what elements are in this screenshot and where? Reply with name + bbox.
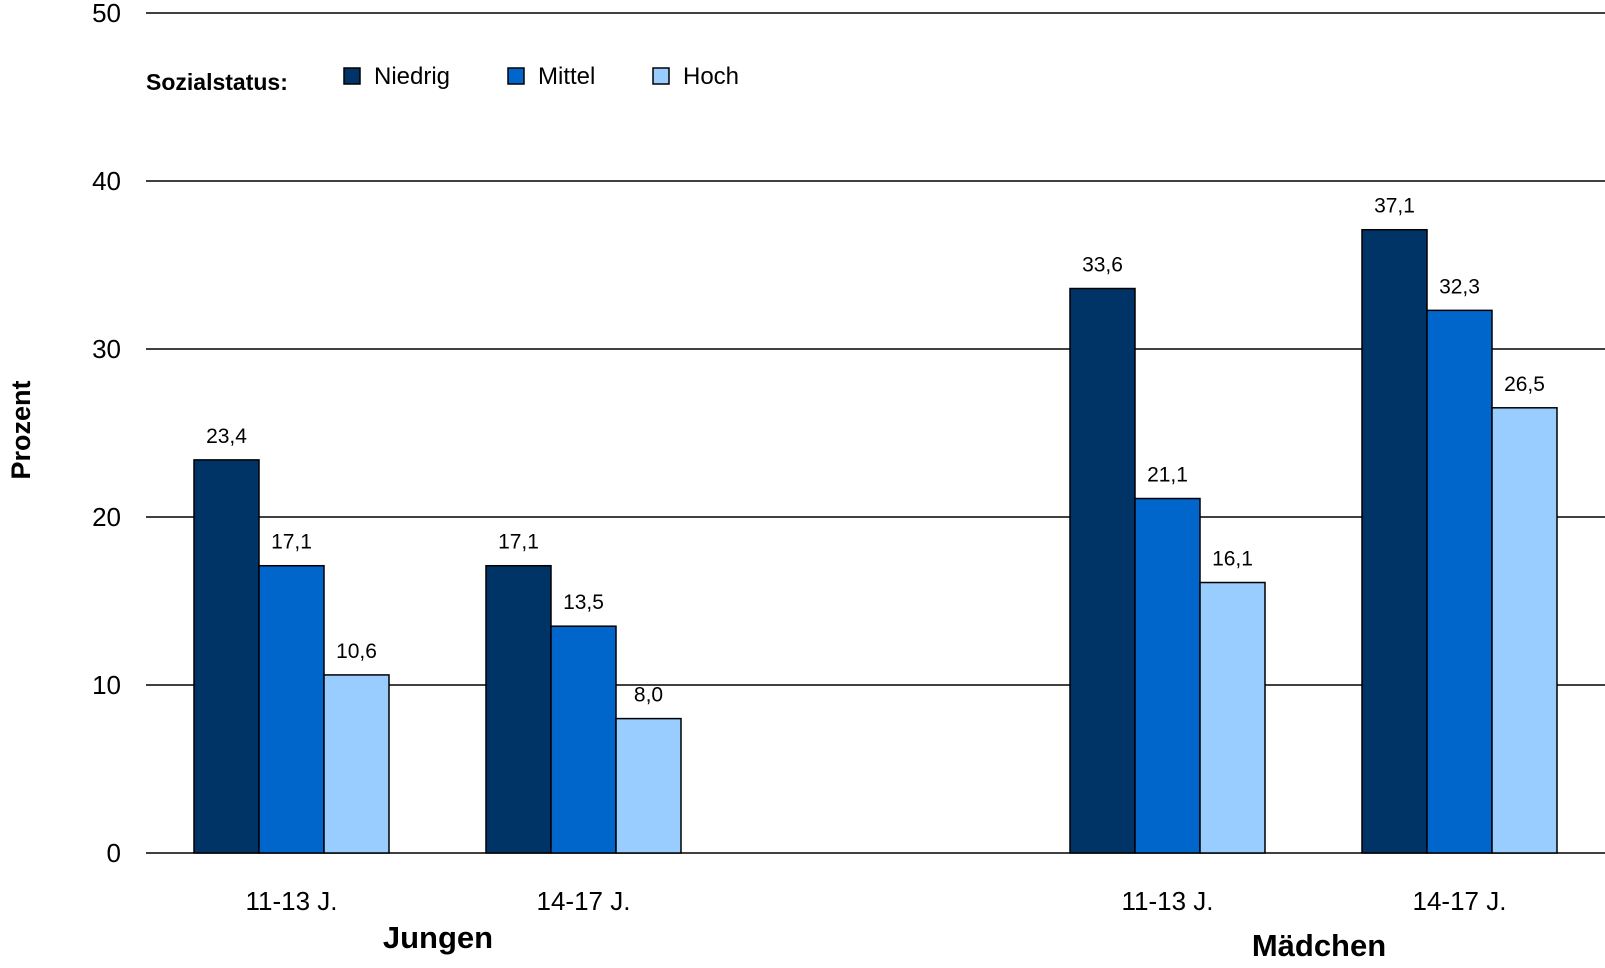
- bar: [485, 564, 552, 854]
- data-label: 17,1: [498, 531, 539, 554]
- data-label: 32,3: [1439, 275, 1480, 298]
- group-label: Mädchen: [1252, 928, 1386, 963]
- data-label: 8,0: [634, 684, 663, 707]
- y-tick-label: 40: [92, 166, 121, 196]
- data-label: 37,1: [1374, 195, 1415, 218]
- data-label: 16,1: [1212, 548, 1253, 571]
- bar: [1361, 228, 1428, 854]
- bar: [1426, 309, 1493, 854]
- y-tick-label: 30: [92, 334, 121, 364]
- bar: [1491, 407, 1558, 854]
- data-label: 10,6: [336, 640, 377, 663]
- bar: [1069, 287, 1136, 854]
- legend-item-label: Mittel: [538, 63, 595, 90]
- group-label: Jungen: [383, 920, 493, 955]
- bar: [550, 625, 617, 854]
- x-tick-label: 14-17 J.: [537, 886, 631, 916]
- labels: 0 10 20 30 40 50 23,4 17,1 33,6 37,1 17,1 13,5 21,1 3…: [92, 0, 1545, 963]
- bar: [323, 674, 390, 854]
- data-label: 17,1: [271, 531, 312, 554]
- legend: Sozialstatus: Niedrig Mittel Hoch: [146, 63, 739, 95]
- y-tick-label: 20: [92, 502, 121, 532]
- bar: [193, 459, 260, 854]
- data-label: 23,4: [206, 425, 247, 448]
- data-label: 26,5: [1504, 373, 1545, 396]
- x-tick-label: 11-13 J.: [1121, 886, 1213, 916]
- legend-swatch: [652, 67, 670, 85]
- y-axis-label: Prozent: [6, 380, 36, 479]
- y-tick-label: 50: [92, 0, 121, 28]
- bar: [1199, 581, 1266, 854]
- y-tick-label: 0: [107, 838, 121, 868]
- x-tick-label: 14-17 J.: [1413, 886, 1507, 916]
- legend-swatch: [507, 67, 525, 85]
- data-label: 13,5: [563, 591, 604, 614]
- bar: [258, 564, 325, 854]
- bar: [1134, 497, 1201, 854]
- bars: [193, 228, 1558, 854]
- y-tick-label: 10: [92, 670, 121, 700]
- bar: [615, 717, 682, 854]
- legend-item-label: Hoch: [683, 63, 739, 90]
- data-label: 33,6: [1082, 254, 1123, 277]
- legend-item-label: Niedrig: [374, 63, 450, 90]
- data-label: 21,1: [1147, 464, 1188, 487]
- x-tick-label: 11-13 J.: [245, 886, 337, 916]
- legend-swatch: [343, 67, 361, 85]
- legend-title: Sozialstatus:: [146, 69, 288, 95]
